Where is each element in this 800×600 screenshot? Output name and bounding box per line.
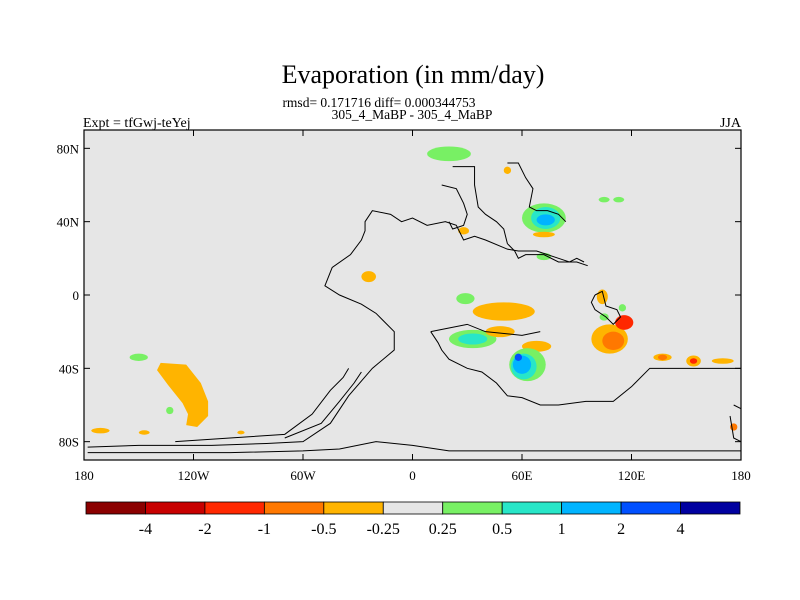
- colorbar-swatch: [204, 501, 265, 515]
- anomaly-region: [514, 353, 522, 362]
- colorbar-label: 1: [558, 521, 566, 538]
- y-tick-label: 80S: [59, 435, 79, 450]
- coastline: [729, 415, 742, 443]
- colorbar-label: -4: [139, 521, 152, 538]
- colorbar-swatch: [145, 501, 206, 515]
- colorbar-swatch: [85, 501, 146, 515]
- x-tick-label: 0: [409, 468, 416, 483]
- subtitle: 305_4_MaBP - 305_4_MaBP: [332, 107, 493, 122]
- x-tick-label: 60W: [290, 468, 316, 483]
- colorbar: -4 -2 -1 -0.5 -0.25 0.25 0.5 1 2 4: [85, 501, 741, 538]
- experiment-label: Expt = tfGwj-teYej: [83, 116, 191, 131]
- colorbar-label: -2: [198, 521, 211, 538]
- anomaly-region: [618, 304, 627, 312]
- colorbar-swatch: [561, 501, 622, 515]
- anomaly-region: [138, 430, 150, 435]
- coastline: [284, 371, 362, 439]
- y-tick-label: 80N: [57, 141, 80, 156]
- colorbar-swatch: [263, 501, 325, 515]
- coastline: [590, 290, 622, 326]
- coastline: [430, 331, 741, 406]
- coastline: [87, 441, 741, 454]
- colorbar-label: -0.5: [311, 521, 336, 538]
- colorbar-label: 4: [677, 521, 685, 538]
- anomaly-region: [602, 331, 625, 351]
- anomaly-region: [129, 353, 148, 362]
- x-tick-label: 180: [74, 468, 94, 483]
- coastline-layer: [87, 162, 742, 454]
- coastline: [441, 184, 468, 230]
- coastline: [733, 404, 742, 410]
- map-panel: [83, 129, 742, 461]
- colorbar-swatch: [501, 501, 563, 515]
- x-tick-label: 180: [731, 468, 751, 483]
- coastline: [452, 166, 588, 267]
- anomaly-region: [485, 326, 515, 338]
- x-axis: 180 120W 60W 0 60E 120E 180: [74, 130, 751, 483]
- colorbar-swatch: [442, 501, 503, 515]
- anomaly-region: [458, 227, 470, 235]
- colorbar-swatch: [620, 501, 681, 515]
- anomaly-region: [532, 231, 555, 238]
- anomaly-region: [615, 315, 634, 330]
- season-label: JJA: [720, 116, 742, 131]
- anomaly-layer: [91, 146, 738, 435]
- anomaly-region: [237, 430, 245, 435]
- anomaly-region: [427, 146, 471, 162]
- anomaly-region: [657, 354, 668, 361]
- anomaly-region: [536, 214, 555, 226]
- y-tick-label: 40N: [57, 215, 80, 230]
- y-tick-label: 40S: [59, 361, 79, 376]
- anomaly-region: [711, 358, 734, 364]
- colorbar-label: 0.5: [492, 521, 512, 538]
- anomaly-region: [599, 313, 609, 321]
- colorbar-label: -0.25: [367, 521, 400, 538]
- anomaly-region: [598, 196, 610, 203]
- coastline: [175, 368, 350, 443]
- anomaly-region: [456, 293, 475, 305]
- x-tick-label: 60E: [512, 468, 533, 483]
- anomaly-region: [361, 271, 377, 283]
- stats-label: rmsd= 0.171716 diff= 0.000344753: [282, 95, 475, 110]
- y-axis: 80N 40N 0 40S 80S: [57, 141, 741, 450]
- colorbar-label: -1: [258, 521, 271, 538]
- anomaly-region: [472, 302, 535, 321]
- colorbar-label: 2: [617, 521, 625, 538]
- anomaly-region: [689, 358, 698, 364]
- anomaly-region: [157, 362, 209, 427]
- map-background: [84, 130, 741, 460]
- anomaly-region: [613, 196, 625, 203]
- x-tick-label: 120E: [618, 468, 646, 483]
- anomaly-region: [503, 166, 512, 174]
- anomaly-region: [166, 406, 174, 415]
- chart-title: Evaporation (in mm/day): [282, 60, 545, 89]
- x-tick-label: 120W: [178, 468, 211, 483]
- colorbar-swatch: [680, 501, 741, 515]
- coastline: [507, 162, 567, 223]
- coastline: [430, 323, 541, 336]
- colorbar-swatch: [323, 501, 384, 515]
- coastline: [87, 210, 585, 448]
- y-tick-label: 0: [73, 288, 80, 303]
- anomaly-region: [458, 333, 488, 345]
- anomaly-region: [91, 427, 110, 434]
- colorbar-swatch: [382, 501, 444, 515]
- colorbar-label: 0.25: [429, 521, 457, 538]
